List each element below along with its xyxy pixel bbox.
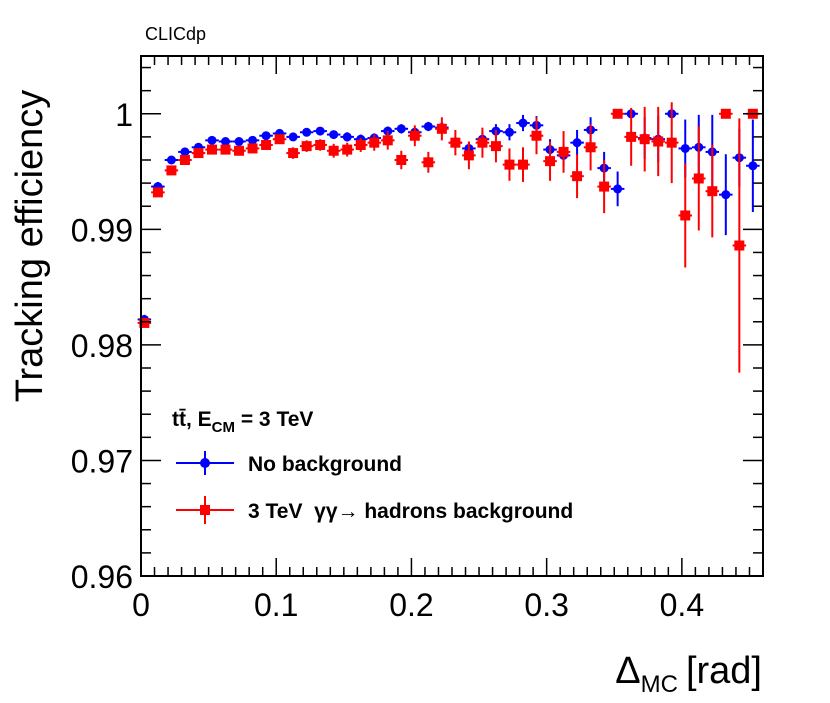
data-point xyxy=(517,159,528,170)
data-point xyxy=(152,187,163,198)
data-point xyxy=(301,141,312,152)
data-point xyxy=(315,139,326,150)
data-point xyxy=(274,134,285,145)
x-axis-label-unit: [rad] xyxy=(686,650,762,692)
data-point xyxy=(518,118,528,128)
legend-marker-circle xyxy=(200,458,210,468)
data-point xyxy=(179,155,190,165)
data-point xyxy=(206,144,217,155)
data-point xyxy=(139,317,150,328)
data-point xyxy=(748,161,758,171)
data-point xyxy=(639,134,650,145)
data-point xyxy=(680,143,690,153)
data-point xyxy=(342,132,352,142)
experiment-label: CLICdp xyxy=(145,24,206,44)
legend-marker-square xyxy=(200,505,210,515)
data-point xyxy=(247,143,258,154)
data-point xyxy=(248,135,258,145)
data-point xyxy=(450,137,461,148)
data-point xyxy=(234,145,245,156)
data-point xyxy=(302,127,312,137)
data-point xyxy=(261,131,271,141)
data-point xyxy=(707,186,718,197)
data-point xyxy=(207,135,217,145)
x-tick-label: 0.1 xyxy=(254,587,298,623)
data-point xyxy=(261,139,272,150)
plot-frame xyxy=(140,55,764,577)
series-0 xyxy=(137,109,760,325)
data-point xyxy=(180,147,190,157)
data-point xyxy=(193,148,204,159)
y-axis-label: Tracking efficiency xyxy=(9,90,51,403)
legend-entry-hadrons-background: 3 TeV γγ→ hadrons background xyxy=(176,496,573,524)
data-point xyxy=(166,165,177,176)
data-point xyxy=(355,139,366,150)
legend-entry-no-background: No background xyxy=(176,451,402,476)
data-point xyxy=(599,181,610,192)
data-point xyxy=(315,126,325,136)
x-tick-label: 0.3 xyxy=(524,587,568,623)
y-tick-label: 0.99 xyxy=(71,212,133,248)
data-point xyxy=(504,127,514,137)
series-1 xyxy=(137,102,760,373)
data-point xyxy=(626,131,637,142)
data-point xyxy=(490,141,501,152)
x-axis-label-symbol: Δ xyxy=(615,650,640,692)
data-point xyxy=(612,108,623,119)
data-point xyxy=(734,240,745,251)
data-point xyxy=(166,155,176,165)
x-axis-label-subscript: MC xyxy=(641,671,678,698)
data-point xyxy=(423,157,434,168)
data-point xyxy=(720,108,731,119)
axes: 0 0.1 0.2 0.3 0.4 0.96 0.97 0.98 0.99 1 xyxy=(71,55,764,623)
x-tick-label: 0 xyxy=(132,587,150,623)
data-point xyxy=(504,159,515,170)
data-point xyxy=(531,130,542,141)
data-point xyxy=(342,144,353,155)
data-point xyxy=(545,156,556,167)
data-point xyxy=(369,137,380,148)
data-point xyxy=(585,142,596,153)
data-point xyxy=(572,171,583,182)
y-tick-label: 1 xyxy=(115,97,133,133)
data-point xyxy=(423,121,433,131)
data-point xyxy=(328,145,339,156)
x-tick-label: 0.2 xyxy=(389,587,433,623)
plot-area xyxy=(137,102,760,373)
data-point xyxy=(288,132,298,142)
legend-label-hadrons-background: 3 TeV γγ→ hadrons background xyxy=(248,500,573,523)
data-point xyxy=(396,155,407,165)
data-point xyxy=(680,210,691,221)
data-point xyxy=(666,137,677,148)
legend: tt̄, ECM = 3 TeV No background 3 TeV γγ→… xyxy=(172,408,573,524)
y-tick-label: 0.97 xyxy=(71,443,133,479)
data-point xyxy=(693,173,704,184)
y-tick-label: 0.96 xyxy=(71,559,133,595)
data-point xyxy=(382,135,393,146)
data-point xyxy=(221,137,231,147)
data-point xyxy=(409,130,420,141)
data-point xyxy=(463,150,474,161)
data-point xyxy=(558,146,569,157)
data-point xyxy=(477,137,488,148)
data-point xyxy=(721,190,731,200)
data-point xyxy=(436,123,447,134)
data-point xyxy=(234,137,244,147)
data-point xyxy=(329,130,339,140)
data-point xyxy=(220,144,231,155)
data-point xyxy=(613,184,623,194)
data-point xyxy=(396,124,406,134)
legend-process-label: tt̄, ECM = 3 TeV xyxy=(172,408,313,436)
x-tick-label: 0.4 xyxy=(660,587,704,623)
data-point xyxy=(572,138,582,148)
y-tick-label: 0.98 xyxy=(71,328,133,364)
legend-label-no-background: No background xyxy=(248,453,402,476)
data-point xyxy=(653,136,664,147)
data-point xyxy=(288,148,299,159)
x-axis-label: ΔMC [rad] xyxy=(615,650,762,698)
